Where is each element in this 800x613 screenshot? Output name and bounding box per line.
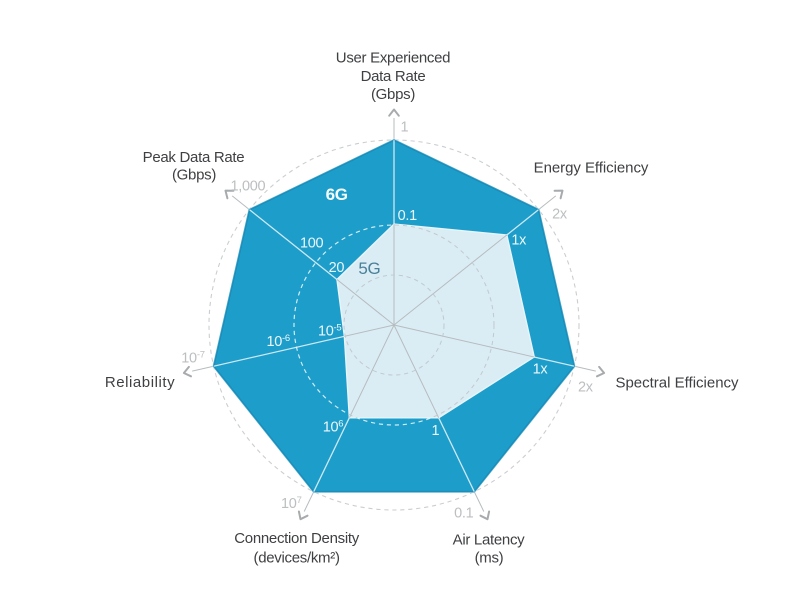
svg-text:20: 20: [329, 260, 345, 276]
svg-text:100: 100: [300, 236, 324, 252]
svg-text:1x: 1x: [511, 232, 527, 248]
svg-text:User Experienced: User Experienced: [336, 50, 450, 67]
svg-text:Peak Data Rate: Peak Data Rate: [143, 149, 245, 166]
svg-text:6G: 6G: [326, 185, 348, 204]
svg-text:(Gbps): (Gbps): [172, 167, 216, 184]
svg-text:2x: 2x: [552, 207, 568, 223]
svg-text:Reliability: Reliability: [105, 374, 175, 391]
svg-text:0.1: 0.1: [398, 208, 417, 224]
svg-text:(devices/km²): (devices/km²): [254, 549, 340, 566]
svg-text:5G: 5G: [358, 259, 380, 278]
svg-text:Energy Efficiency: Energy Efficiency: [534, 160, 649, 177]
svg-text:Spectral Efficiency: Spectral Efficiency: [615, 374, 739, 391]
svg-text:Connection Density: Connection Density: [234, 530, 359, 547]
svg-text:1,000: 1,000: [231, 179, 266, 195]
svg-text:0.1: 0.1: [454, 506, 473, 522]
svg-text:2x: 2x: [578, 380, 594, 396]
svg-text:Data Rate: Data Rate: [361, 68, 426, 85]
svg-text:1x: 1x: [533, 361, 549, 377]
svg-text:Air Latency: Air Latency: [453, 532, 526, 549]
svg-text:(ms): (ms): [475, 550, 504, 567]
svg-text:1: 1: [401, 120, 409, 136]
svg-text:(Gbps): (Gbps): [371, 86, 415, 103]
svg-text:1: 1: [432, 423, 440, 439]
